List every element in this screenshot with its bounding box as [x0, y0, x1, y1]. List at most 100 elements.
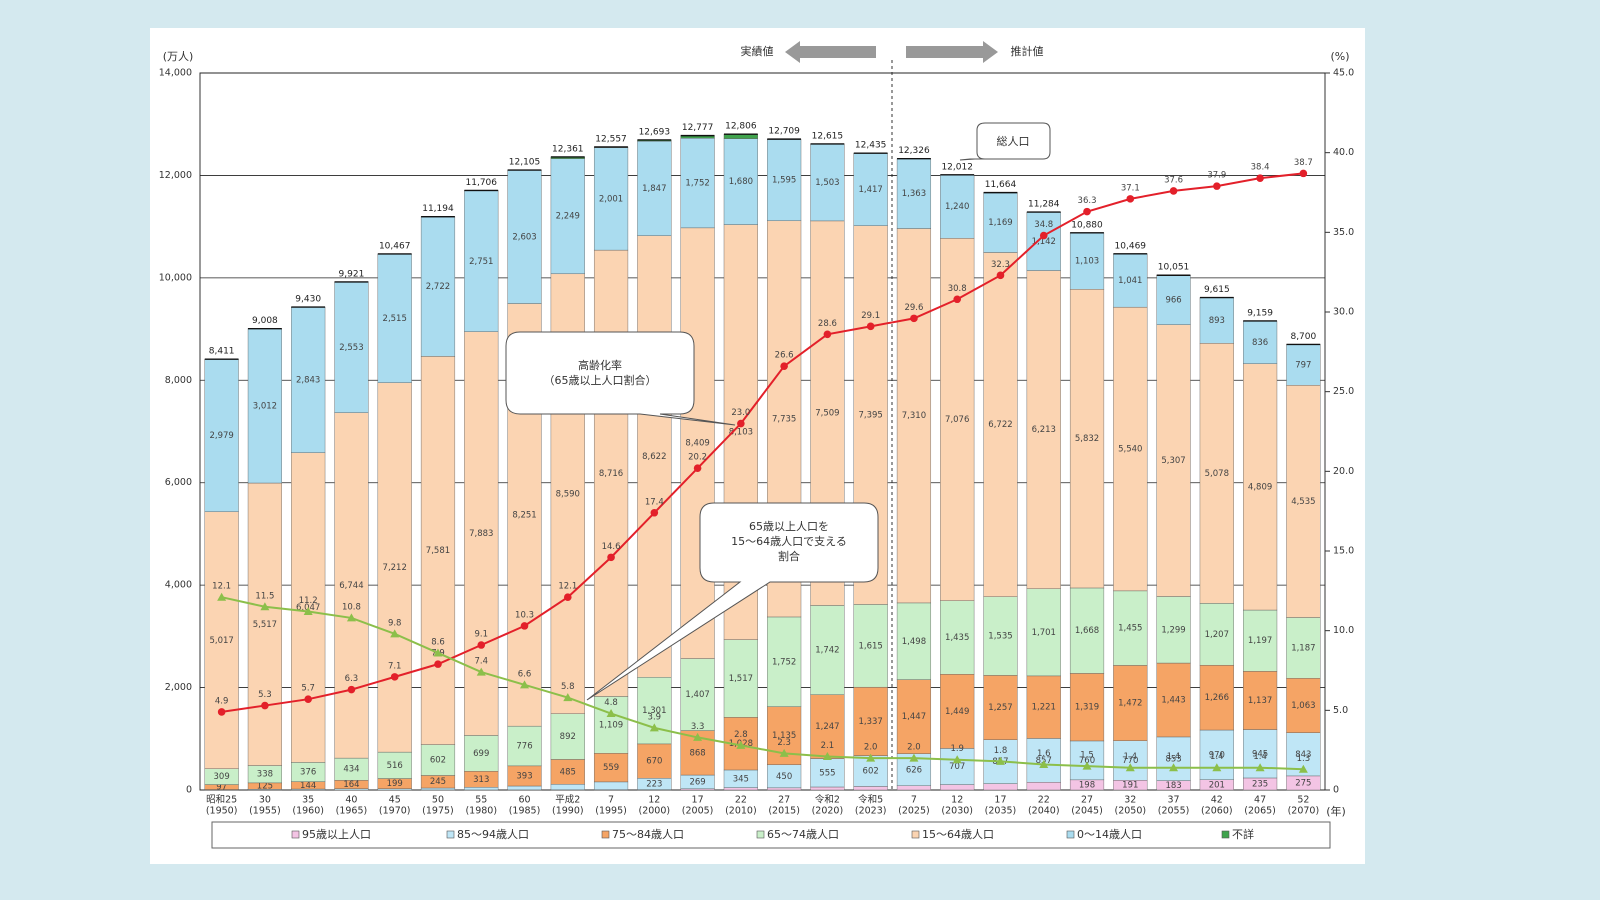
callout-text: （65歳以上人口割合） — [544, 373, 657, 387]
x-tick-year: (1960) — [292, 806, 324, 817]
legend — [211, 821, 1331, 849]
segment-label: 7,395 — [859, 411, 883, 421]
line-label: 1.4 — [1253, 752, 1267, 762]
x-tick-year: (2040) — [1028, 806, 1060, 817]
segment-label: 1,615 — [859, 641, 883, 651]
line — [221, 172, 1304, 713]
segment-label: 776 — [516, 742, 532, 752]
line-label: 8.6 — [431, 637, 445, 647]
y-tick-label: 12,000 — [159, 170, 192, 181]
segment-label: 7,883 — [469, 529, 493, 539]
x-tick-label: 30 — [259, 795, 271, 806]
segment-label: 7,076 — [945, 415, 969, 425]
x-tick-label: 令和2 — [815, 794, 840, 806]
bar-segment — [1199, 729, 1234, 780]
bar-segment — [593, 753, 629, 783]
line-marker — [1082, 761, 1092, 770]
bar-segment — [1026, 588, 1061, 677]
bar-segment — [550, 784, 585, 791]
total-label: 12,777 — [682, 123, 714, 133]
line-label: 11.2 — [299, 596, 318, 606]
actual-arrow — [785, 41, 876, 63]
line-marker — [995, 756, 1005, 765]
x-tick-year: (1980) — [465, 806, 497, 817]
line-marker — [1256, 174, 1264, 182]
segment-label: 235 — [1252, 779, 1268, 789]
x-tick-label: 昭和25 — [206, 795, 237, 806]
segment-label: 8,716 — [599, 469, 623, 479]
x-tick-year: (2023) — [855, 806, 887, 817]
line-label: 10.3 — [515, 610, 534, 620]
line-label: 29.6 — [904, 303, 923, 313]
segment-label: 164 — [343, 780, 359, 790]
segment-label: 8,590 — [556, 489, 580, 499]
bar-segment — [810, 758, 845, 788]
legend-swatch — [1066, 830, 1075, 839]
total-label: 10,880 — [1071, 220, 1103, 230]
bar-segment — [1026, 270, 1061, 589]
bar-segment — [1113, 740, 1148, 781]
bar-segment — [896, 228, 932, 604]
legend-label: 65～74歳人口 — [767, 828, 839, 841]
segment-label: 970 — [1209, 750, 1225, 760]
line-marker — [1039, 760, 1049, 769]
legend-label: 85～94歳人口 — [457, 828, 529, 841]
segment-label: 1,847 — [642, 184, 666, 194]
legend-swatch — [446, 830, 455, 839]
segment-label: 707 — [949, 762, 965, 772]
x-tick-label: 35 — [302, 795, 314, 806]
bar-segment — [1069, 673, 1105, 742]
x-tick-label: 令和5 — [858, 794, 883, 806]
segment-label: 7,581 — [426, 546, 450, 556]
segment-label: 6,213 — [1032, 425, 1056, 435]
line-marker — [217, 708, 226, 716]
segment-label: 125 — [257, 782, 273, 792]
segment-label: 1,063 — [1291, 701, 1315, 711]
line-label: 17.4 — [645, 497, 664, 507]
segment-label: 313 — [473, 775, 489, 785]
total-label: 12,557 — [595, 134, 627, 144]
y2-tick-label: 30.0 — [1333, 307, 1354, 318]
callout-text: 割合 — [778, 549, 800, 563]
segment-label: 8,409 — [685, 439, 709, 449]
line-marker — [434, 660, 442, 668]
total-label: 9,159 — [1247, 308, 1273, 318]
segment-label: 7,310 — [902, 411, 926, 421]
bar-segment — [247, 482, 282, 766]
y2-unit: (%) — [1330, 50, 1349, 63]
line-label: 6.3 — [345, 674, 359, 684]
bar-segment — [464, 190, 499, 332]
segment-label: 198 — [1079, 780, 1095, 790]
x-tick-year: (2020) — [812, 806, 844, 817]
bar-segment — [247, 328, 282, 484]
segment-label: 97 — [216, 783, 227, 793]
bar-segment — [593, 781, 629, 790]
segment-label: 1,135 — [772, 731, 796, 741]
segment-label: 3,012 — [253, 401, 277, 411]
x-tick-label: 12 — [951, 795, 963, 806]
line-marker — [779, 748, 789, 757]
bar-segment — [334, 412, 369, 759]
legend-label: 95歳以上人口 — [302, 828, 371, 841]
bar-segment — [810, 786, 845, 791]
line-marker — [606, 709, 616, 718]
segment-label: 602 — [863, 767, 879, 777]
bar-segment — [377, 751, 412, 779]
x-tick-label: 27 — [778, 795, 790, 806]
total-label: 9,615 — [1204, 285, 1230, 295]
callout-shape — [959, 122, 1051, 161]
line-label: 30.8 — [948, 284, 967, 294]
legend-label: 15～64歳人口 — [922, 828, 994, 841]
segment-label: 5,017 — [209, 636, 233, 646]
bar-segment — [983, 192, 1018, 253]
line-marker — [1083, 207, 1091, 216]
segment-label: 183 — [1165, 781, 1181, 791]
line-marker — [1255, 763, 1265, 772]
segment-label: 1,109 — [599, 720, 623, 730]
bar-segment — [1286, 678, 1321, 733]
line-label: 5.7 — [301, 684, 315, 694]
bar-segment — [896, 158, 932, 229]
bar-segment — [1113, 253, 1148, 308]
bar-segment — [204, 359, 239, 513]
x-tick-label: 42 — [1211, 795, 1223, 806]
